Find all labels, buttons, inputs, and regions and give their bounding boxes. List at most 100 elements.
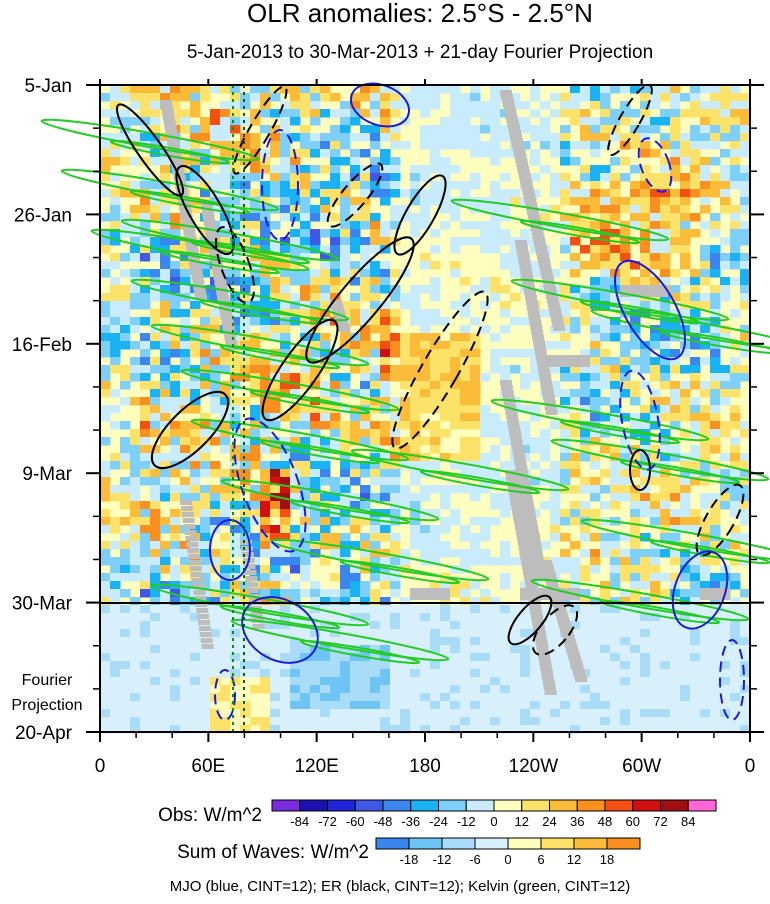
anomaly-cell xyxy=(240,237,251,246)
anomaly-cell xyxy=(250,669,261,678)
anomaly-cell xyxy=(130,725,141,734)
missing-data-block xyxy=(180,500,192,505)
anomaly-cell xyxy=(470,485,481,494)
anomaly-cell xyxy=(610,581,621,590)
anomaly-cell xyxy=(230,109,241,118)
anomaly-cell xyxy=(710,669,721,678)
anomaly-cell xyxy=(300,149,311,158)
anomaly-cell xyxy=(160,141,171,150)
anomaly-cell xyxy=(250,653,261,662)
anomaly-cell xyxy=(380,525,391,534)
anomaly-cell xyxy=(410,693,421,702)
anomaly-cell xyxy=(630,653,641,662)
anomaly-cell xyxy=(580,501,591,510)
anomaly-cell xyxy=(450,717,461,726)
anomaly-cell xyxy=(140,461,151,470)
anomaly-cell xyxy=(600,117,611,126)
anomaly-cell xyxy=(390,725,401,734)
anomaly-cell xyxy=(140,445,151,454)
anomaly-cell xyxy=(680,501,691,510)
anomaly-cell xyxy=(490,157,501,166)
anomaly-cell xyxy=(710,261,721,270)
anomaly-cell xyxy=(740,333,751,342)
anomaly-cell xyxy=(190,341,201,350)
anomaly-cell xyxy=(610,317,621,326)
anomaly-cell xyxy=(710,397,721,406)
anomaly-cell xyxy=(370,133,381,142)
anomaly-cell xyxy=(490,653,501,662)
anomaly-cell xyxy=(680,669,691,678)
missing-data-block xyxy=(532,234,545,239)
anomaly-cell xyxy=(600,317,611,326)
anomaly-cell xyxy=(380,661,391,670)
anomaly-cell xyxy=(150,405,161,414)
anomaly-cell xyxy=(180,253,191,262)
anomaly-cell xyxy=(270,445,281,454)
anomaly-cell xyxy=(320,693,331,702)
anomaly-cell xyxy=(710,301,721,310)
anomaly-cell xyxy=(550,701,561,710)
anomaly-cell xyxy=(350,109,361,118)
missing-data-block xyxy=(518,260,531,265)
anomaly-cell xyxy=(160,605,171,614)
anomaly-cell xyxy=(370,101,381,110)
missing-data-block xyxy=(163,120,176,125)
anomaly-cell xyxy=(540,205,551,214)
anomaly-cell xyxy=(350,405,361,414)
anomaly-cell xyxy=(360,237,371,246)
anomaly-cell xyxy=(330,189,341,198)
anomaly-cell xyxy=(590,325,601,334)
anomaly-cell xyxy=(310,653,321,662)
anomaly-cell xyxy=(190,301,201,310)
missing-data-block xyxy=(509,495,522,500)
anomaly-cell xyxy=(440,629,451,638)
anomaly-cell xyxy=(270,261,281,270)
anomaly-cell xyxy=(330,261,341,270)
missing-data-block xyxy=(504,110,517,115)
anomaly-cell xyxy=(380,725,391,734)
missing-data-block xyxy=(523,194,536,199)
anomaly-cell xyxy=(490,493,501,502)
anomaly-cell xyxy=(600,245,611,254)
anomaly-cell xyxy=(730,509,741,518)
anomaly-cell xyxy=(170,237,181,246)
anomaly-cell xyxy=(530,93,541,102)
anomaly-cell xyxy=(440,117,451,126)
anomaly-cell xyxy=(350,293,361,302)
anomaly-cell xyxy=(140,413,151,422)
anomaly-cell xyxy=(120,317,131,326)
anomaly-cell xyxy=(740,261,751,270)
missing-data-block xyxy=(188,260,201,265)
anomaly-cell xyxy=(150,205,161,214)
anomaly-cell xyxy=(340,565,351,574)
contour xyxy=(510,278,730,322)
anomaly-cell xyxy=(490,205,501,214)
anomaly-cell xyxy=(440,157,451,166)
anomaly-cell xyxy=(330,693,341,702)
anomaly-cell xyxy=(710,605,721,614)
anomaly-cell xyxy=(620,109,631,118)
anomaly-cell xyxy=(700,277,711,286)
anomaly-cell xyxy=(520,429,531,438)
anomaly-cell xyxy=(640,645,651,654)
anomaly-cell xyxy=(220,485,231,494)
missing-data-block xyxy=(508,126,521,131)
anomaly-cell xyxy=(650,125,661,134)
anomaly-cell xyxy=(210,717,221,726)
anomaly-cell xyxy=(310,381,321,390)
anomaly-cell xyxy=(410,437,421,446)
anomaly-cell xyxy=(230,293,241,302)
anomaly-cell xyxy=(510,709,521,718)
anomaly-cell xyxy=(560,101,571,110)
colorbar-level: -6 xyxy=(469,852,481,867)
anomaly-cell xyxy=(150,629,161,638)
anomaly-cell xyxy=(620,589,631,598)
anomaly-cell xyxy=(360,581,371,590)
anomaly-cell xyxy=(640,253,651,262)
anomaly-cell xyxy=(170,621,181,630)
anomaly-cell xyxy=(480,277,491,286)
anomaly-cell xyxy=(740,349,751,358)
anomaly-cell xyxy=(620,133,631,142)
anomaly-cell xyxy=(340,349,351,358)
anomaly-cell xyxy=(450,109,461,118)
